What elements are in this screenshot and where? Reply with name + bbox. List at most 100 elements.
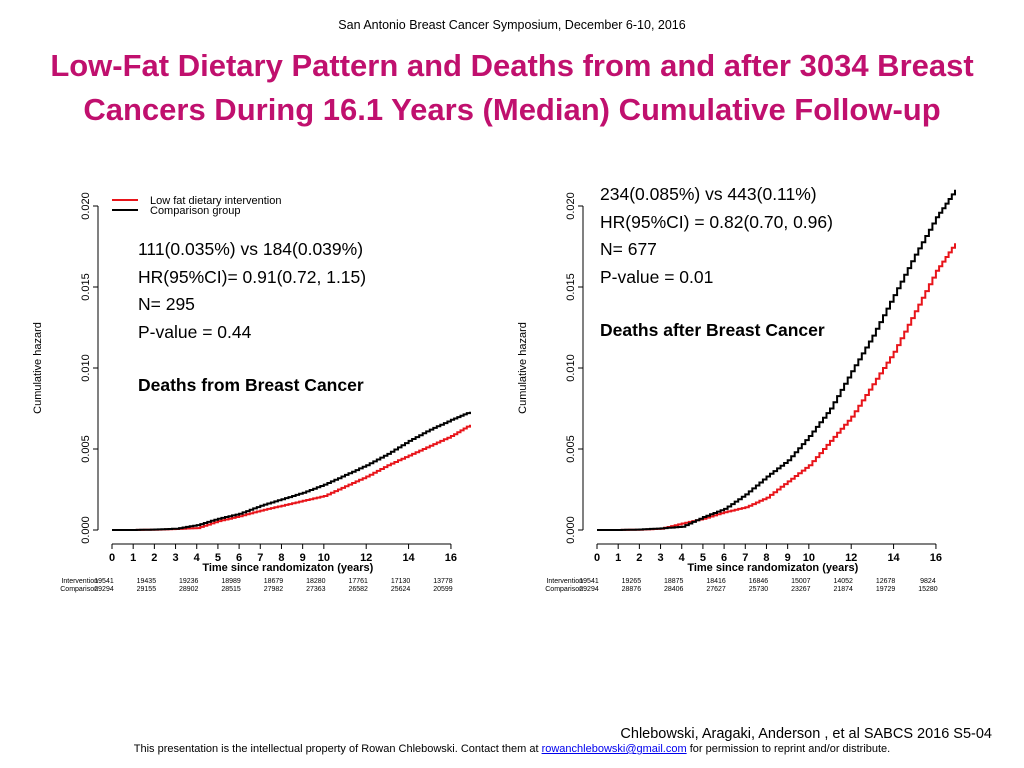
chart-headline: Deaths after Breast Cancer (600, 320, 825, 340)
x-tick-label: 8 (763, 552, 769, 564)
x-tick-label: 16 (445, 552, 457, 564)
risk-table-cell: 17130 (391, 578, 411, 585)
risk-table-cell: 27982 (264, 586, 284, 593)
risk-table-cell: 25730 (749, 586, 769, 593)
risk-table-row-label: Intervention (61, 578, 98, 585)
x-tick-label: 1 (615, 552, 621, 564)
risk-table-cell: 20599 (433, 586, 453, 593)
title-line-1: Low-Fat Dietary Pattern and Deaths from … (50, 48, 974, 83)
legend-label: Low fat dietary intervention (150, 195, 281, 207)
risk-table-row-label: Intervention (546, 578, 583, 585)
risk-table-cell: 29155 (137, 586, 157, 593)
risk-table-cell: 27363 (306, 586, 326, 593)
x-axis-label: Time since randomizaton (years) (202, 562, 373, 574)
stat-line: N= 677 (600, 239, 657, 259)
risk-table-cell: 18875 (664, 578, 684, 585)
risk-table-cell: 28876 (622, 586, 642, 593)
series-line-comparison (597, 189, 956, 531)
stats-left: 111(0.035%) vs 184(0.039%) HR(95%CI)= 0.… (138, 236, 366, 400)
risk-table-cell: 13778 (433, 578, 453, 585)
stat-line: P-value = 0.01 (600, 266, 714, 287)
risk-table-cell: 28515 (221, 586, 241, 593)
risk-table-cell: 19729 (876, 586, 896, 593)
x-tick-label: 10 (318, 552, 330, 564)
y-tick-label: 0.010 (565, 354, 577, 382)
x-tick-label: 3 (172, 552, 178, 564)
stat-line: 111(0.035%) vs 184(0.039%) (138, 239, 364, 259)
risk-table-cell: 19265 (622, 578, 642, 585)
stat-line: P-value = 0.44 (138, 321, 252, 342)
slide-title: Low-Fat Dietary Pattern and Deaths from … (20, 44, 1004, 132)
x-tick-label: 6 (236, 552, 242, 564)
x-tick-label: 4 (194, 552, 201, 564)
x-tick-label: 12 (360, 552, 372, 564)
footer-notice: This presentation is the intellectual pr… (0, 743, 1024, 755)
risk-table-cell: 19541 (579, 578, 599, 585)
x-tick-label: 3 (657, 552, 663, 564)
citation: Chlebowski, Aragaki, Anderson , et al SA… (620, 726, 992, 742)
x-tick-label: 5 (700, 552, 706, 564)
y-tick-label: 0.015 (80, 273, 92, 301)
x-tick-label: 9 (300, 552, 306, 564)
stat-line: HR(95%CI) = 0.82(0.70, 0.96) (600, 211, 833, 232)
risk-table-cell: 29294 (94, 586, 114, 593)
contact-email-link[interactable]: rowanchlebowski@gmail.com (541, 743, 687, 755)
risk-table-row-label: Comparison (60, 586, 98, 593)
y-tick-label: 0.000 (80, 516, 92, 544)
risk-table-cell: 25624 (391, 586, 411, 593)
risk-table-cell: 29294 (579, 586, 599, 593)
x-tick-label: 14 (402, 552, 415, 564)
risk-table-cell: 15280 (918, 586, 938, 593)
x-tick-label: 0 (594, 552, 600, 564)
x-tick-label: 16 (930, 552, 942, 564)
stat-line: N= 295 (138, 294, 195, 314)
risk-table-cell: 14052 (833, 578, 853, 585)
risk-table-cell: 28406 (664, 586, 684, 593)
stat-line: HR(95%CI)= 0.91(0.72, 1.15) (138, 266, 367, 287)
y-axis-label: Cumulative hazard (32, 322, 44, 414)
risk-table-cell: 27627 (706, 586, 726, 593)
risk-table-cell: 23267 (791, 586, 811, 593)
x-tick-label: 6 (721, 552, 727, 564)
footer-suffix: for permission to reprint and/or distrib… (686, 743, 891, 755)
x-tick-label: 1 (130, 552, 136, 564)
x-axis-label: Time since randomizaton (years) (687, 562, 858, 574)
risk-table-row-label: Comparison (545, 586, 583, 593)
y-tick-label: 0.000 (565, 516, 577, 544)
chart-deaths-after-breast-cancer: 0.000 0.005 0.010 0.015 0.020 Cumulative haza… (517, 189, 956, 593)
chart-headline: Deaths from Breast Cancer (138, 375, 364, 395)
x-tick-label: 9 (785, 552, 791, 564)
risk-table-cell: 12678 (876, 578, 896, 585)
chart-deaths-from-breast-cancer: 0.000 0.005 0.010 0.015 0.020 Cumulative haza… (32, 192, 471, 593)
x-tick-label: 12 (845, 552, 857, 564)
y-tick-label: 0.005 (565, 435, 577, 463)
x-tick-label: 10 (803, 552, 815, 564)
risk-table-cell: 28902 (179, 586, 199, 593)
risk-table-cell: 15007 (791, 578, 811, 585)
x-tick-label: 0 (109, 552, 115, 564)
x-tick-label: 7 (257, 552, 263, 564)
series-line-comparison (112, 411, 471, 531)
y-tick-label: 0.005 (80, 435, 92, 463)
y-tick-label: 0.020 (80, 192, 92, 220)
risk-table-cell: 19236 (179, 578, 199, 585)
stats-right: 234(0.085%) vs 443(0.11%) HR(95%CI) = 0.… (600, 181, 833, 345)
stat-line: 234(0.085%) vs 443(0.11%) (600, 184, 817, 204)
risk-table-cell: 18416 (706, 578, 726, 585)
x-tick-label: 14 (887, 552, 900, 564)
y-axis-label: Cumulative hazard (517, 322, 529, 414)
x-tick-label: 5 (215, 552, 221, 564)
risk-table-cell: 18989 (221, 578, 241, 585)
risk-table-cell: 18280 (306, 578, 326, 585)
x-tick-label: 4 (679, 552, 686, 564)
x-tick-label: 7 (742, 552, 748, 564)
footer-prefix: This presentation is the intellectual pr… (133, 743, 542, 755)
risk-table-cell: 18679 (264, 578, 284, 585)
x-tick-label: 8 (278, 552, 284, 564)
x-tick-label: 2 (636, 552, 642, 564)
risk-table-cell: 17761 (348, 578, 368, 585)
x-tick-label: 2 (151, 552, 157, 564)
risk-table-cell: 19541 (94, 578, 114, 585)
y-tick-label: 0.015 (565, 273, 577, 301)
risk-table-cell: 16846 (749, 578, 769, 585)
